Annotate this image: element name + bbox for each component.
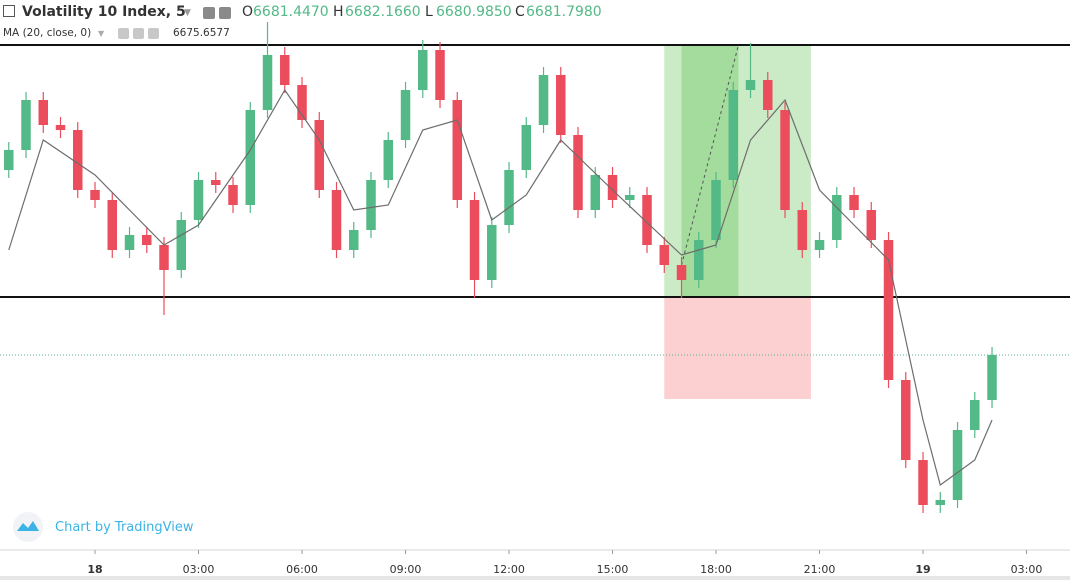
candle-body xyxy=(73,130,83,190)
candle-body xyxy=(435,50,445,100)
candle-body xyxy=(142,235,152,245)
candle-body xyxy=(504,170,514,225)
candle-body xyxy=(901,380,911,460)
ohlc-value: 6680.9850 xyxy=(436,4,512,20)
candle-body xyxy=(590,175,601,210)
candle-body xyxy=(314,120,325,190)
candle-body xyxy=(538,75,549,125)
ohlc-value: 6682.1660 xyxy=(345,4,421,20)
indicator-value: 6675.6577 xyxy=(173,27,230,39)
candle-body xyxy=(952,430,963,500)
ohlc-value: 6681.4470 xyxy=(253,4,329,20)
candle-body xyxy=(918,460,928,505)
candle-body xyxy=(935,500,946,505)
candle-body xyxy=(780,110,790,210)
close-icon[interactable] xyxy=(148,28,159,39)
x-tick-label: 18 xyxy=(87,563,102,576)
candle-body xyxy=(452,100,463,200)
candle-body xyxy=(366,180,376,230)
candle-body xyxy=(55,125,66,130)
candle-body xyxy=(987,355,997,400)
ohlc-value: 6681.7980 xyxy=(526,4,602,20)
candle-body xyxy=(487,225,497,280)
x-tick-label: 03:00 xyxy=(1011,563,1043,576)
candle-body xyxy=(4,150,14,170)
candle-body xyxy=(21,100,31,150)
stop-zone xyxy=(664,297,811,399)
settings-icon[interactable] xyxy=(219,7,231,19)
settings-icon[interactable] xyxy=(133,28,144,39)
ma-line xyxy=(8,88,993,486)
candle-body xyxy=(625,195,635,200)
candle-body xyxy=(349,230,359,250)
x-tick-label: 12:00 xyxy=(493,563,525,576)
candle-body xyxy=(280,55,290,85)
x-tick-label: 06:00 xyxy=(286,563,318,576)
candle-body xyxy=(797,210,808,250)
candle-body xyxy=(556,75,566,135)
trade-path xyxy=(681,44,739,266)
candle-body xyxy=(607,175,618,200)
watermark[interactable]: Chart by TradingView xyxy=(55,520,194,535)
candle-body xyxy=(418,50,428,90)
x-tick-label: 18:00 xyxy=(700,563,732,576)
dropdown-arrow[interactable]: ▼ xyxy=(184,8,191,18)
candle-body xyxy=(883,240,894,380)
dropdown-arrow[interactable]: ▼ xyxy=(98,29,105,38)
ohlc-label: H xyxy=(333,4,344,20)
candle-body xyxy=(400,90,411,140)
candle-body xyxy=(642,195,652,245)
candle-body xyxy=(331,190,342,250)
candle-body xyxy=(711,180,721,240)
candle-body xyxy=(124,235,135,250)
candle-body xyxy=(659,245,670,265)
candle-body xyxy=(211,180,221,185)
ohlc-label: L xyxy=(425,4,433,20)
candle-body xyxy=(469,200,480,280)
candle-body xyxy=(676,265,687,280)
candle-body xyxy=(694,240,704,280)
candles xyxy=(4,22,997,513)
candle-body xyxy=(176,220,187,270)
collapse-button[interactable] xyxy=(3,5,15,17)
x-tick-label: 03:00 xyxy=(183,563,215,576)
candle-body xyxy=(745,80,756,90)
indicator xyxy=(8,88,993,486)
candle-body xyxy=(849,195,859,210)
eye-icon[interactable] xyxy=(118,28,129,39)
watermark-logo[interactable] xyxy=(13,512,43,542)
candle-body xyxy=(866,210,877,240)
x-axis: 18 03:00 06:00 09:00 12:00 15:00 18:00 21:00 19 0… xyxy=(87,550,1042,576)
candle-body xyxy=(832,195,842,240)
x-tick-label: 15:00 xyxy=(597,563,629,576)
candle-body xyxy=(383,140,394,180)
ohlc-label: O xyxy=(242,4,254,20)
candle-body xyxy=(193,180,204,220)
watermark-icon[interactable] xyxy=(17,521,39,531)
candle-body xyxy=(297,85,307,120)
candle-body xyxy=(763,80,773,110)
eye-icon[interactable] xyxy=(203,7,215,19)
candle-body xyxy=(107,200,118,250)
x-tick-label: 21:00 xyxy=(804,563,836,576)
indicator-name[interactable]: MA (20, close, 0) xyxy=(3,27,92,39)
candle-body xyxy=(728,90,739,180)
candle-body xyxy=(814,240,825,250)
ohlc-label: C xyxy=(515,4,525,20)
candle-body xyxy=(38,100,49,125)
x-tick-label: 09:00 xyxy=(390,563,422,576)
candle-body xyxy=(262,55,273,110)
candle-body xyxy=(228,185,238,205)
candle-body xyxy=(521,125,532,170)
candle-body xyxy=(970,400,980,430)
candle-body xyxy=(573,135,583,210)
candle-body xyxy=(245,110,256,205)
symbol-title[interactable]: Volatility 10 Index, 5 xyxy=(22,4,186,20)
candle-body xyxy=(159,245,169,270)
candle-body xyxy=(90,190,100,200)
x-tick-label: 19 xyxy=(915,563,930,576)
